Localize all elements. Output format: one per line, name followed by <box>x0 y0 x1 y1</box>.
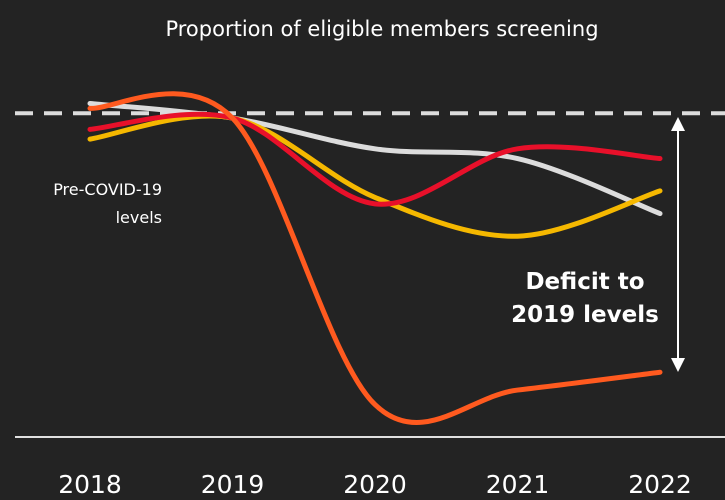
x-tick-label: 2022 <box>628 470 692 499</box>
series-line <box>87 91 663 425</box>
annotation-line: Deficit to <box>525 269 644 295</box>
series-line <box>87 113 663 239</box>
chart-title: Proportion of eligible members screening <box>165 17 598 41</box>
series-line <box>87 111 663 207</box>
reference-label: Pre-COVID-19 levels <box>53 180 162 227</box>
x-tick-label: 2018 <box>58 470 122 499</box>
deficit-arrow <box>671 117 685 372</box>
x-tick-label: 2020 <box>343 470 407 499</box>
reference-label-line: Pre-COVID-19 <box>53 180 162 199</box>
annotation: Deficit to 2019 levels <box>511 269 659 328</box>
x-tick-label: 2019 <box>201 470 265 499</box>
arrow-head <box>671 358 685 372</box>
annotation-line: 2019 levels <box>511 302 659 328</box>
arrow-head <box>671 117 685 131</box>
reference-label-line: levels <box>116 208 162 227</box>
x-tick-label: 2021 <box>486 470 550 499</box>
